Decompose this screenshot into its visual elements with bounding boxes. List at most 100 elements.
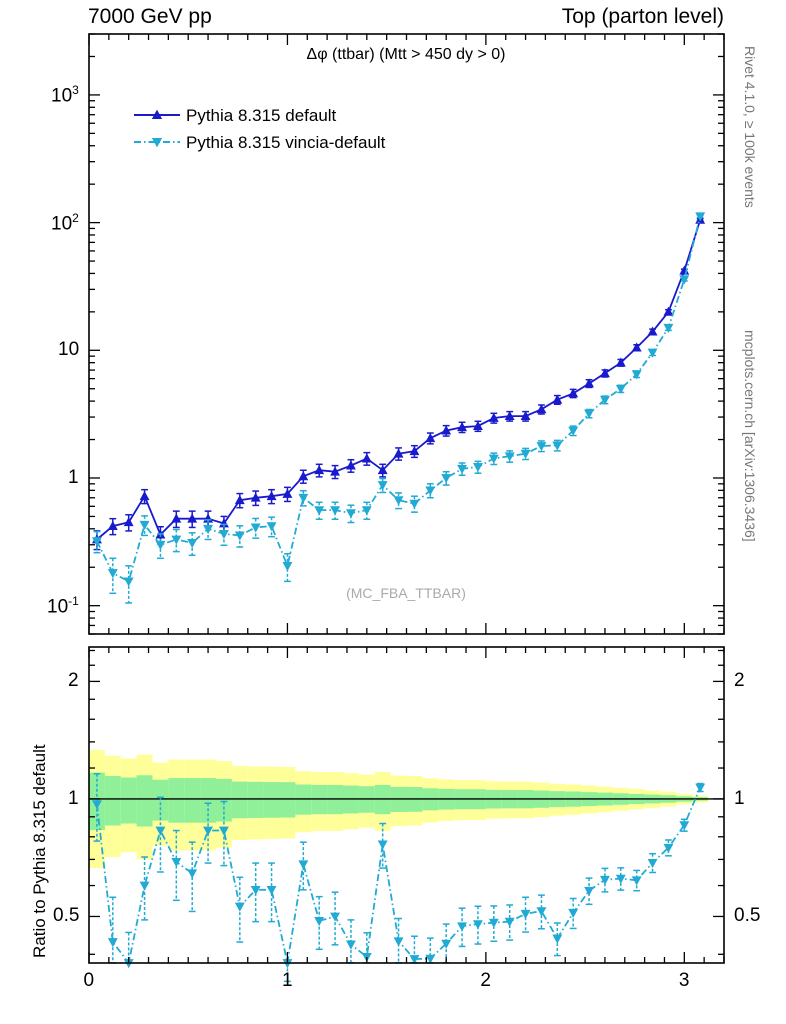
series-1-marker [679,275,690,285]
series-1-marker [520,449,531,459]
series-0-marker [631,342,642,352]
ratio-series-errorbar [268,862,275,923]
series-0-marker [472,420,483,430]
series-1-marker [663,323,674,334]
series-0-marker [266,491,277,501]
ratio-series-errorbar [204,802,212,864]
ratio-series-marker [171,857,182,868]
series-1-marker [409,499,420,509]
series-1-marker [615,384,626,394]
ratio-series-marker [647,858,658,869]
series-0-marker [330,466,341,476]
series-1-marker [266,522,277,532]
series-0-marker [679,265,690,275]
ratio-series-marker [203,826,214,836]
series-0-marker [107,520,118,530]
series-0-marker [234,494,245,505]
series-1-errorbar [331,501,339,521]
ratio-series-marker [457,922,468,932]
series-0-marker [361,453,372,463]
series-0-marker [663,306,674,316]
legend-entry-1-label: Pythia 8.315 vincia-default [186,133,386,152]
header-right-label: Top (parton level) [561,5,724,28]
xtick-label-0: 0 [83,970,95,991]
series-0 [91,214,706,551]
ratio-series-marker [504,917,515,927]
series-0-marker [377,465,388,475]
series-1-marker [250,523,261,533]
series-1-marker [187,539,198,549]
ratio-uncertainty-bands [89,749,724,869]
series-1-errorbar [141,515,148,537]
xtick-label-3: 3 [678,970,690,991]
main-ytick-label-0: 103 [51,82,79,107]
page-title: Δφ (ttbar) (Mtt > 450 dy > 0) [306,46,506,63]
legend-entry-0-label: Pythia 8.315 default [186,106,337,125]
legend-marker-1 [151,137,163,148]
page-title-wrap: Δφ (ttbar) (Mtt > 450 dy > 0) [88,46,724,64]
ratio-axis-label: Ratio to Pythia 8.315 default [30,744,49,958]
series-1-marker [552,441,563,451]
series-1-errorbar [252,517,260,539]
ratio-series-marker [139,881,150,891]
series-1-marker [314,506,325,516]
series-1-marker [536,442,547,452]
ratio-series-errorbar [569,897,577,930]
series-0-marker [504,410,515,421]
ratio-ytick-label-right-2: 0.5 [734,905,761,927]
series-0-marker [314,465,325,475]
series-1-line [96,216,702,583]
ratio-series-errorbar [93,773,101,842]
series-1 [91,212,706,604]
series-0-marker [345,460,356,470]
ratio-series-marker [187,869,198,879]
series-1-marker [155,540,166,550]
uncertainty-band-segment [200,778,216,823]
ratio-series-marker [266,885,277,896]
series-1-marker [425,486,436,496]
ratio-series-errorbar [458,907,466,948]
series-1-marker [647,348,658,358]
series-0-marker [647,326,658,336]
ratio-series-marker [314,917,325,927]
ratio-series-marker [584,886,595,896]
ratio-series-marker [330,912,341,922]
series-1-marker [361,506,372,516]
series-0-marker [457,421,468,432]
series-1-marker [568,426,579,436]
ratio-series-errorbar [299,841,307,891]
uncertainty-band-segment [231,781,248,819]
series-1-marker [203,524,214,534]
ratio-series-errorbar [172,829,180,902]
series-1-marker [139,520,150,530]
series-1-marker [457,464,468,475]
series-0-marker [536,404,547,414]
ratio-series-marker [536,907,547,917]
series-1-marker [282,561,293,572]
series-0-marker [250,492,261,502]
ratio-series-marker [599,875,610,885]
watermark-wrap: (MC_FBA_TTBAR) [88,585,724,603]
ratio-series-marker [695,783,706,793]
series-0-marker [488,412,499,422]
series-0-marker [552,394,563,404]
ratio-series-errorbar [585,877,593,906]
uncertainty-band-segment [104,775,121,826]
series-1-marker [695,212,706,222]
series-1-marker [393,496,404,506]
series-1-marker [584,409,595,419]
legend-keys [134,109,180,148]
series-0-marker [584,378,595,388]
series-1-marker [441,474,452,484]
ratio-series-errorbar [252,862,260,923]
ratio-series-marker [488,918,499,928]
uncertainty-band-segment [184,778,201,823]
ratio-series-marker [615,874,626,884]
series-1-errorbar [347,504,355,524]
ratio-ytick-label-right-1: 1 [734,787,745,809]
series-1-marker [107,569,118,579]
main-ytick-label-1: 102 [51,210,79,234]
uncertainty-band-segment [279,782,296,818]
legend-marker-0 [151,109,163,120]
ratio-series-marker [441,939,452,949]
